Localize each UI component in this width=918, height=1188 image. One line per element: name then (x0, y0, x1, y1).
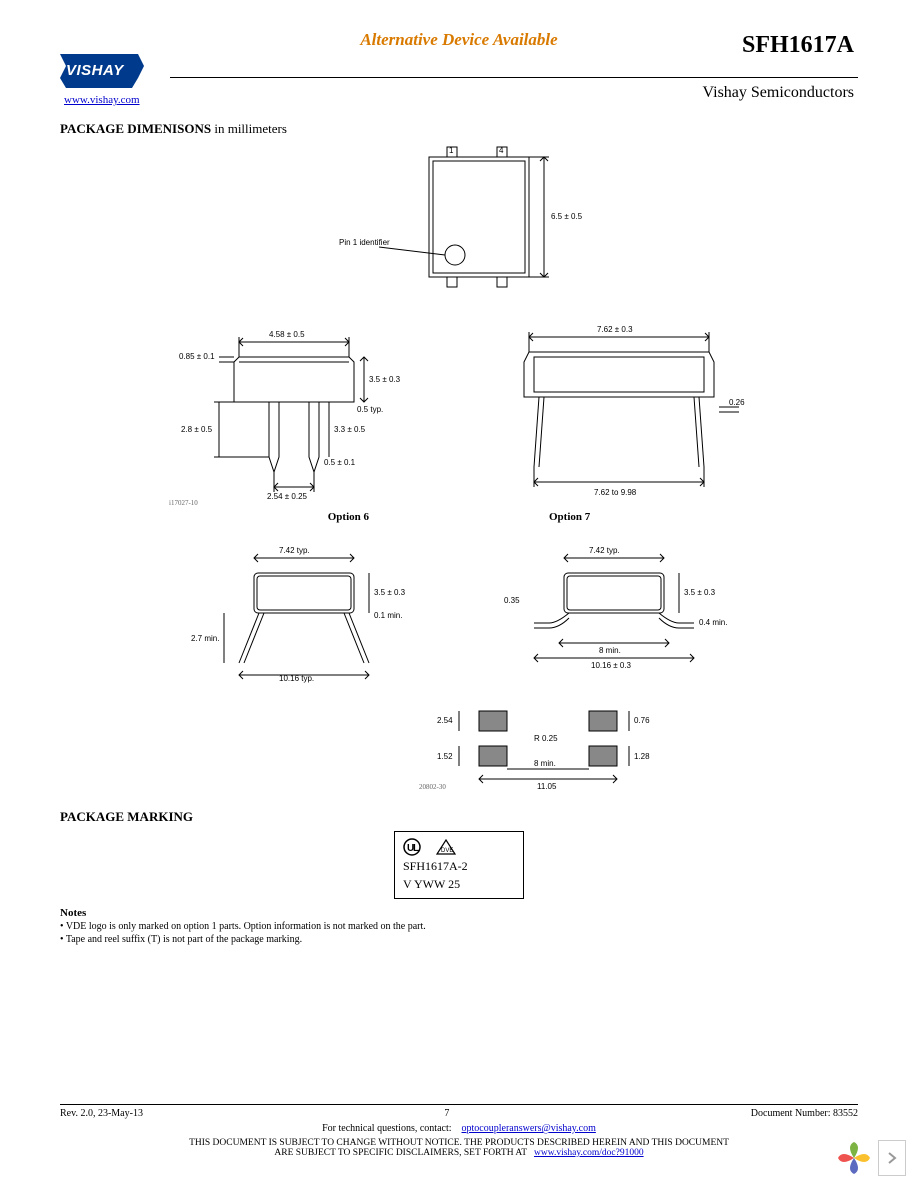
ul-icon: U L (403, 838, 427, 856)
front-standoff: 2.8 ± 0.5 (181, 425, 213, 434)
footprint-diagram: 2.54 1.52 R 0.25 8 min. 11.05 0.76 1.28 … (419, 691, 679, 791)
note-1: • VDE logo is only marked on option 1 pa… (60, 921, 858, 932)
fp-r: R 0.25 (534, 734, 558, 743)
fp-h2: 1.52 (437, 752, 453, 761)
option7-diagram: 7.42 typ. 0.35 3.5 ± 0.3 0.4 min. 8 min.… (479, 533, 739, 683)
front-pintip: 0.5 ± 0.1 (324, 458, 356, 467)
package-dims-label: PACKAGE DIMENISONS (60, 121, 211, 136)
option6-label: Option 6 (328, 511, 369, 523)
svg-text:L: L (413, 843, 419, 854)
side-width: 7.62 ± 0.3 (597, 325, 633, 334)
fp-w2: 11.05 (537, 782, 557, 791)
logo-text: VISHAY (66, 62, 124, 79)
disclaimer-line2: ARE SUBJECT TO SPECIFIC DISCLAIMERS, SET… (274, 1148, 526, 1158)
package-marking-heading: PACKAGE MARKING (60, 809, 858, 825)
opt7-body-h: 3.5 ± 0.3 (684, 588, 716, 597)
front-body-h: 3.5 ± 0.3 (369, 375, 401, 384)
pin1-identifier-label: Pin 1 identifier (339, 238, 390, 247)
front-ref: i17027-10 (169, 499, 198, 507)
front-pinlen: 3.3 ± 0.5 (334, 425, 366, 434)
footer-tech-contact: For technical questions, contact: (322, 1123, 451, 1134)
footer-rev: Rev. 2.0, 23-May-13 (60, 1108, 143, 1119)
marking-line1: SFH1617A-2 (403, 859, 515, 874)
company-subtitle: Vishay Semiconductors (170, 84, 858, 102)
opt6-standoff: 2.7 min. (191, 634, 219, 643)
opt6-body-h: 3.5 ± 0.3 (374, 588, 406, 597)
notes-heading: Notes (60, 907, 858, 919)
svg-text:1: 1 (449, 146, 454, 155)
fp-w1: 8 min. (534, 759, 556, 768)
opt7-lead: 0.35 (504, 596, 520, 605)
footer-email-link[interactable]: optocoupleranswers@vishay.com (462, 1123, 596, 1134)
footer-rule (60, 1104, 858, 1105)
side-span: 7.62 to 9.98 (594, 488, 637, 497)
svg-text:4: 4 (499, 146, 504, 155)
fp-padh: 0.76 (634, 716, 650, 725)
package-dimensions-heading: PACKAGE DIMENISONS in millimeters (60, 121, 858, 137)
marking-box: U L DVE SFH1617A-2 V YWW 25 (394, 831, 524, 899)
page-footer: Rev. 2.0, 23-May-13 7 Document Number: 8… (60, 1104, 858, 1158)
side-thick: 0.26 (729, 398, 745, 407)
svg-text:DVE: DVE (441, 848, 453, 854)
corner-widget (836, 1140, 906, 1176)
front-shoulder: 0.85 ± 0.1 (179, 352, 215, 361)
option7-label: Option 7 (549, 511, 590, 523)
front-view-diagram: 4.58 ± 0.5 0.85 ± 0.1 3.5 ± 0.3 0.5 typ.… (159, 307, 419, 507)
top-view-diagram: Pin 1 identifier 6.5 ± 0.5 1 4 (329, 137, 589, 297)
marking-line2: V YWW 25 (403, 877, 515, 892)
package-dims-units: in millimeters (211, 121, 287, 136)
leaf-icon (836, 1140, 872, 1176)
part-number: SFH1617A (170, 32, 858, 59)
note-2: • Tape and reel suffix (T) is not part o… (60, 934, 858, 945)
front-width: 4.58 ± 0.5 (269, 330, 305, 339)
fp-padw: 1.28 (634, 752, 650, 761)
top-height-dim: 6.5 ± 0.5 (551, 212, 583, 221)
fp-ref: 20802-30 (419, 783, 446, 791)
chevron-right-icon (887, 1151, 897, 1165)
header-rule (170, 77, 858, 78)
front-pitch: 2.54 ± 0.25 (267, 492, 308, 501)
vishay-logo: VISHAY www.vishay.com (60, 54, 170, 107)
opt6-gap: 0.1 min. (374, 611, 402, 620)
next-page-button[interactable] (878, 1140, 906, 1176)
vde-icon: DVE (435, 838, 457, 856)
opt6-foot: 10.16 typ. (279, 674, 314, 683)
website-link[interactable]: www.vishay.com (64, 94, 140, 106)
opt7-inner: 8 min. (599, 646, 621, 655)
option6-diagram: 7.42 typ. 3.5 ± 0.3 0.1 min. 2.7 min. 10… (179, 533, 419, 683)
disclaimer-link[interactable]: www.vishay.com/doc?91000 (534, 1148, 644, 1158)
disclaimer-line1: THIS DOCUMENT IS SUBJECT TO CHANGE WITHO… (189, 1138, 729, 1148)
front-r: 0.5 typ. (357, 405, 383, 414)
footer-page: 7 (444, 1108, 449, 1119)
opt7-gap: 0.4 min. (699, 618, 727, 627)
opt6-span: 7.42 typ. (279, 546, 310, 555)
opt7-foot: 10.16 ± 0.3 (591, 661, 632, 670)
fp-h1: 2.54 (437, 716, 453, 725)
side-view-diagram: 7.62 ± 0.3 7.62 to 9.98 0.26 (479, 307, 759, 507)
opt7-span: 7.42 typ. (589, 546, 620, 555)
footer-docnum: Document Number: 83552 (751, 1108, 858, 1119)
